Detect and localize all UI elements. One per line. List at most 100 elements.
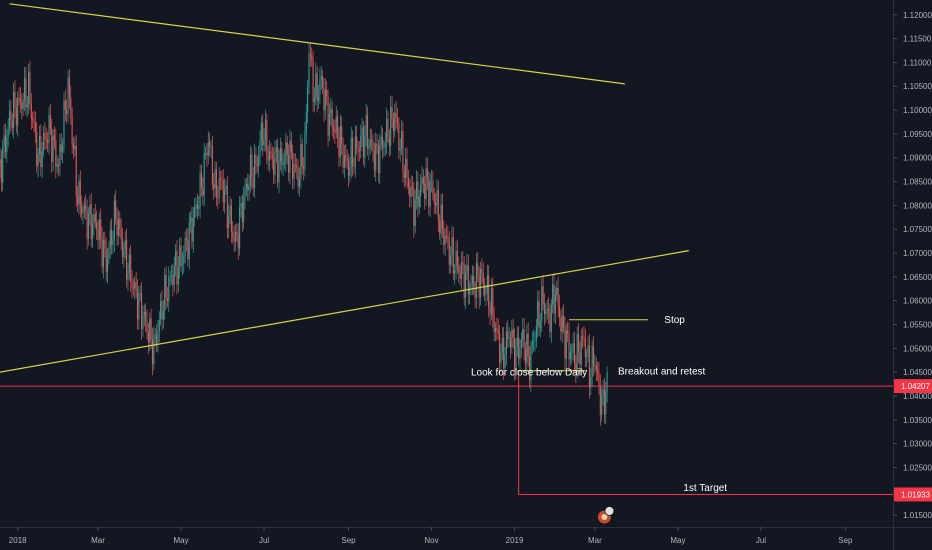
candle-body bbox=[115, 200, 117, 219]
annotations: Stop Look for close below Daily Breakout a… bbox=[471, 315, 727, 494]
candle-body bbox=[317, 94, 320, 101]
candle-body bbox=[270, 151, 272, 154]
candle-body bbox=[456, 250, 458, 266]
candle-body bbox=[145, 311, 147, 322]
candle-body bbox=[289, 140, 291, 173]
candle-body bbox=[553, 284, 555, 314]
candle-body bbox=[484, 285, 486, 295]
candle-body bbox=[75, 145, 77, 196]
event-marker[interactable] bbox=[596, 506, 615, 525]
candle-body bbox=[416, 181, 418, 200]
candle-body bbox=[452, 237, 454, 274]
y-tick-label: 1.04500 bbox=[903, 368, 932, 377]
candle-body bbox=[36, 131, 38, 167]
candle-body bbox=[123, 249, 125, 258]
candle-body bbox=[520, 339, 522, 348]
candle-body bbox=[356, 136, 358, 148]
candle-body bbox=[300, 144, 302, 179]
candle-body bbox=[497, 329, 499, 334]
candle-body bbox=[556, 288, 558, 296]
candle-body bbox=[82, 210, 84, 214]
candle-body bbox=[511, 329, 513, 348]
candle-body bbox=[463, 264, 465, 298]
y-tick-label: 1.06000 bbox=[903, 297, 932, 306]
candle-body bbox=[557, 288, 559, 306]
candle-body bbox=[268, 151, 271, 161]
candle-body bbox=[304, 133, 306, 169]
candle-body bbox=[139, 293, 141, 295]
candle-body bbox=[486, 275, 488, 293]
candle-body bbox=[155, 334, 158, 344]
candle-body bbox=[18, 97, 20, 99]
candle-body bbox=[263, 140, 265, 146]
candle-body bbox=[277, 147, 279, 183]
candle-body bbox=[496, 328, 498, 330]
candle-body bbox=[55, 140, 57, 167]
candle-body bbox=[327, 96, 329, 136]
candle-body bbox=[191, 217, 193, 242]
candle-body bbox=[362, 127, 365, 158]
candle-body bbox=[499, 333, 501, 363]
y-tick-label: 1.10000 bbox=[903, 106, 932, 115]
candle-body bbox=[582, 336, 584, 338]
candle-body bbox=[7, 126, 9, 138]
candle-body bbox=[309, 53, 311, 56]
candle-body bbox=[52, 135, 54, 162]
drawings[interactable] bbox=[0, 3, 893, 495]
candle-body bbox=[10, 111, 12, 121]
candle-body bbox=[90, 204, 92, 239]
candle-body bbox=[292, 152, 294, 179]
y-tick-label: 1.11000 bbox=[903, 58, 932, 67]
candle-body bbox=[286, 142, 288, 155]
candle-body bbox=[190, 217, 192, 223]
price-tag-label: 1.01933 bbox=[901, 490, 930, 499]
candle-body bbox=[57, 164, 60, 166]
candle-body bbox=[552, 284, 554, 305]
candle-body bbox=[475, 263, 477, 299]
candle-body bbox=[77, 195, 79, 205]
candle-body bbox=[466, 265, 468, 273]
y-tick-label: 1.05000 bbox=[903, 344, 932, 353]
candle-body bbox=[601, 394, 603, 415]
candle-body bbox=[181, 263, 183, 266]
candle-body bbox=[199, 172, 201, 208]
candle-body bbox=[352, 137, 354, 167]
candle-body bbox=[136, 290, 139, 320]
candle-body bbox=[379, 144, 381, 173]
price-tag-bg bbox=[894, 379, 932, 394]
candle-body bbox=[550, 304, 552, 332]
candle-body bbox=[293, 164, 295, 179]
candle-body bbox=[279, 147, 281, 161]
candle-body bbox=[478, 275, 480, 298]
candle-body bbox=[554, 295, 556, 314]
candle-body bbox=[121, 238, 124, 258]
candle-body bbox=[390, 106, 392, 146]
y-tick-label: 1.08500 bbox=[903, 178, 932, 187]
candle-body bbox=[108, 247, 110, 259]
event-badge-icon bbox=[604, 506, 615, 516]
candle-body bbox=[248, 185, 250, 191]
candle-body bbox=[218, 178, 220, 198]
candle-body bbox=[573, 343, 576, 364]
candle-body bbox=[350, 137, 352, 168]
candle-body bbox=[267, 155, 269, 161]
candle-body bbox=[537, 301, 539, 326]
price-axis[interactable]: 1.12000 1.11500 1.11000 1.10500 1.10000 1.095… bbox=[893, 0, 932, 550]
candle-body bbox=[251, 154, 253, 178]
candle-body bbox=[571, 350, 573, 353]
time-axis[interactable]: 2018 Mar May Jul Sep Nov 2019 Mar May Jul Sep bbox=[0, 527, 932, 545]
candle-body bbox=[158, 319, 160, 332]
candle-body bbox=[588, 345, 590, 388]
candle-body bbox=[112, 240, 114, 246]
candle-body bbox=[405, 158, 407, 178]
candle-body bbox=[60, 144, 62, 152]
candle-body bbox=[436, 190, 438, 206]
candle-body bbox=[21, 102, 23, 109]
candle-body bbox=[275, 147, 277, 152]
candle-body bbox=[361, 127, 363, 136]
candle-body bbox=[259, 141, 261, 157]
candle-body bbox=[522, 328, 524, 340]
candle-body bbox=[384, 142, 386, 147]
candle-body bbox=[14, 91, 16, 108]
